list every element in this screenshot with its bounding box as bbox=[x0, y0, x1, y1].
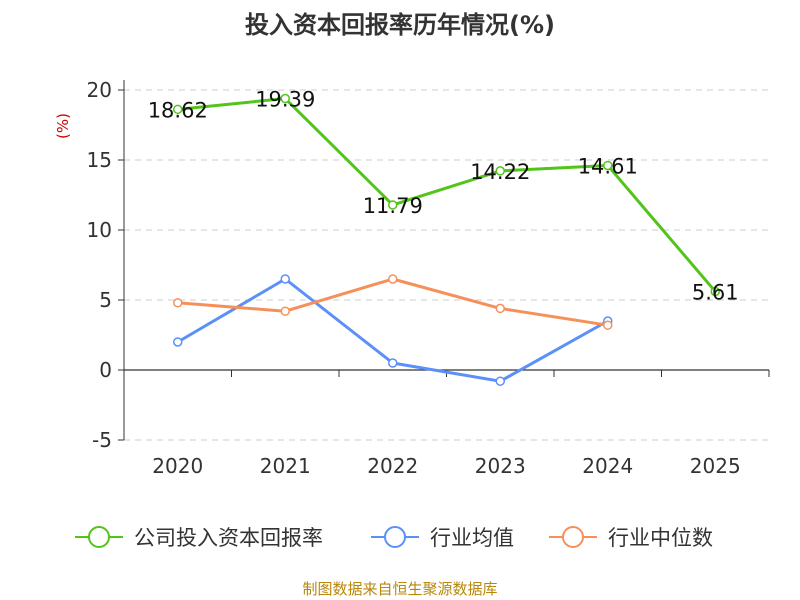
x-tick-label: 2024 bbox=[582, 454, 633, 478]
y-tick-label: 15 bbox=[87, 148, 112, 172]
chart-title: 投入资本回报率历年情况(%) bbox=[245, 11, 555, 39]
data-label: 5.61 bbox=[692, 280, 739, 304]
y-tick-label: -5 bbox=[92, 428, 112, 452]
data-point bbox=[173, 104, 183, 115]
y-tick-labels: -5 0 5 10 15 20 bbox=[87, 78, 112, 452]
series-line-2 bbox=[177, 277, 608, 327]
data-labels: 18.62 19.39 11.79 14.22 14.61 5.61 bbox=[148, 88, 739, 305]
data-point bbox=[495, 166, 505, 176]
x-tick-labels: 2020 2021 2022 2023 2024 2025 bbox=[152, 454, 740, 478]
y-axis-label: (%) bbox=[54, 113, 72, 139]
data-point bbox=[388, 358, 398, 368]
data-point bbox=[603, 160, 613, 171]
data-label: 19.39 bbox=[255, 88, 315, 112]
legend-label: 公司投入资本回报率 bbox=[134, 526, 323, 550]
y-tick-label: 5 bbox=[99, 288, 112, 312]
legend-label: 行业均值 bbox=[430, 526, 514, 550]
data-point bbox=[495, 376, 505, 386]
y-tick-label: 0 bbox=[99, 358, 112, 382]
legend-marker bbox=[384, 526, 406, 548]
source-note: 制图数据来自恒生聚源数据库 bbox=[302, 580, 497, 598]
data-point bbox=[603, 320, 613, 330]
y-tick-label: 20 bbox=[87, 78, 112, 102]
data-point bbox=[495, 303, 505, 314]
data-point bbox=[280, 93, 290, 104]
legend-marker bbox=[88, 526, 110, 548]
x-tick-label: 2025 bbox=[690, 454, 741, 478]
data-label: 14.61 bbox=[578, 154, 638, 178]
data-point bbox=[280, 306, 290, 316]
axes bbox=[118, 80, 770, 441]
y-tick-label: 10 bbox=[87, 218, 112, 242]
data-point bbox=[280, 274, 290, 284]
legend-label: 行业中位数 bbox=[608, 526, 713, 550]
legend-marker bbox=[562, 526, 584, 548]
data-point bbox=[710, 286, 720, 297]
series-line-0 bbox=[177, 97, 717, 293]
grid-lines bbox=[124, 89, 769, 441]
series-group bbox=[173, 93, 720, 386]
data-point bbox=[173, 337, 183, 347]
x-tick-label: 2023 bbox=[475, 454, 526, 478]
data-label: 11.79 bbox=[363, 194, 423, 218]
x-tick-label: 2020 bbox=[152, 454, 203, 478]
data-point bbox=[173, 298, 183, 308]
data-point bbox=[388, 200, 398, 210]
data-point bbox=[388, 274, 398, 284]
x-tick-label: 2022 bbox=[367, 454, 418, 478]
data-label: 14.22 bbox=[470, 160, 530, 184]
legend: 公司投入资本回报率 行业均值 行业中位数 bbox=[75, 526, 713, 550]
x-tick-label: 2021 bbox=[260, 454, 311, 478]
data-label: 18.62 bbox=[148, 98, 208, 122]
